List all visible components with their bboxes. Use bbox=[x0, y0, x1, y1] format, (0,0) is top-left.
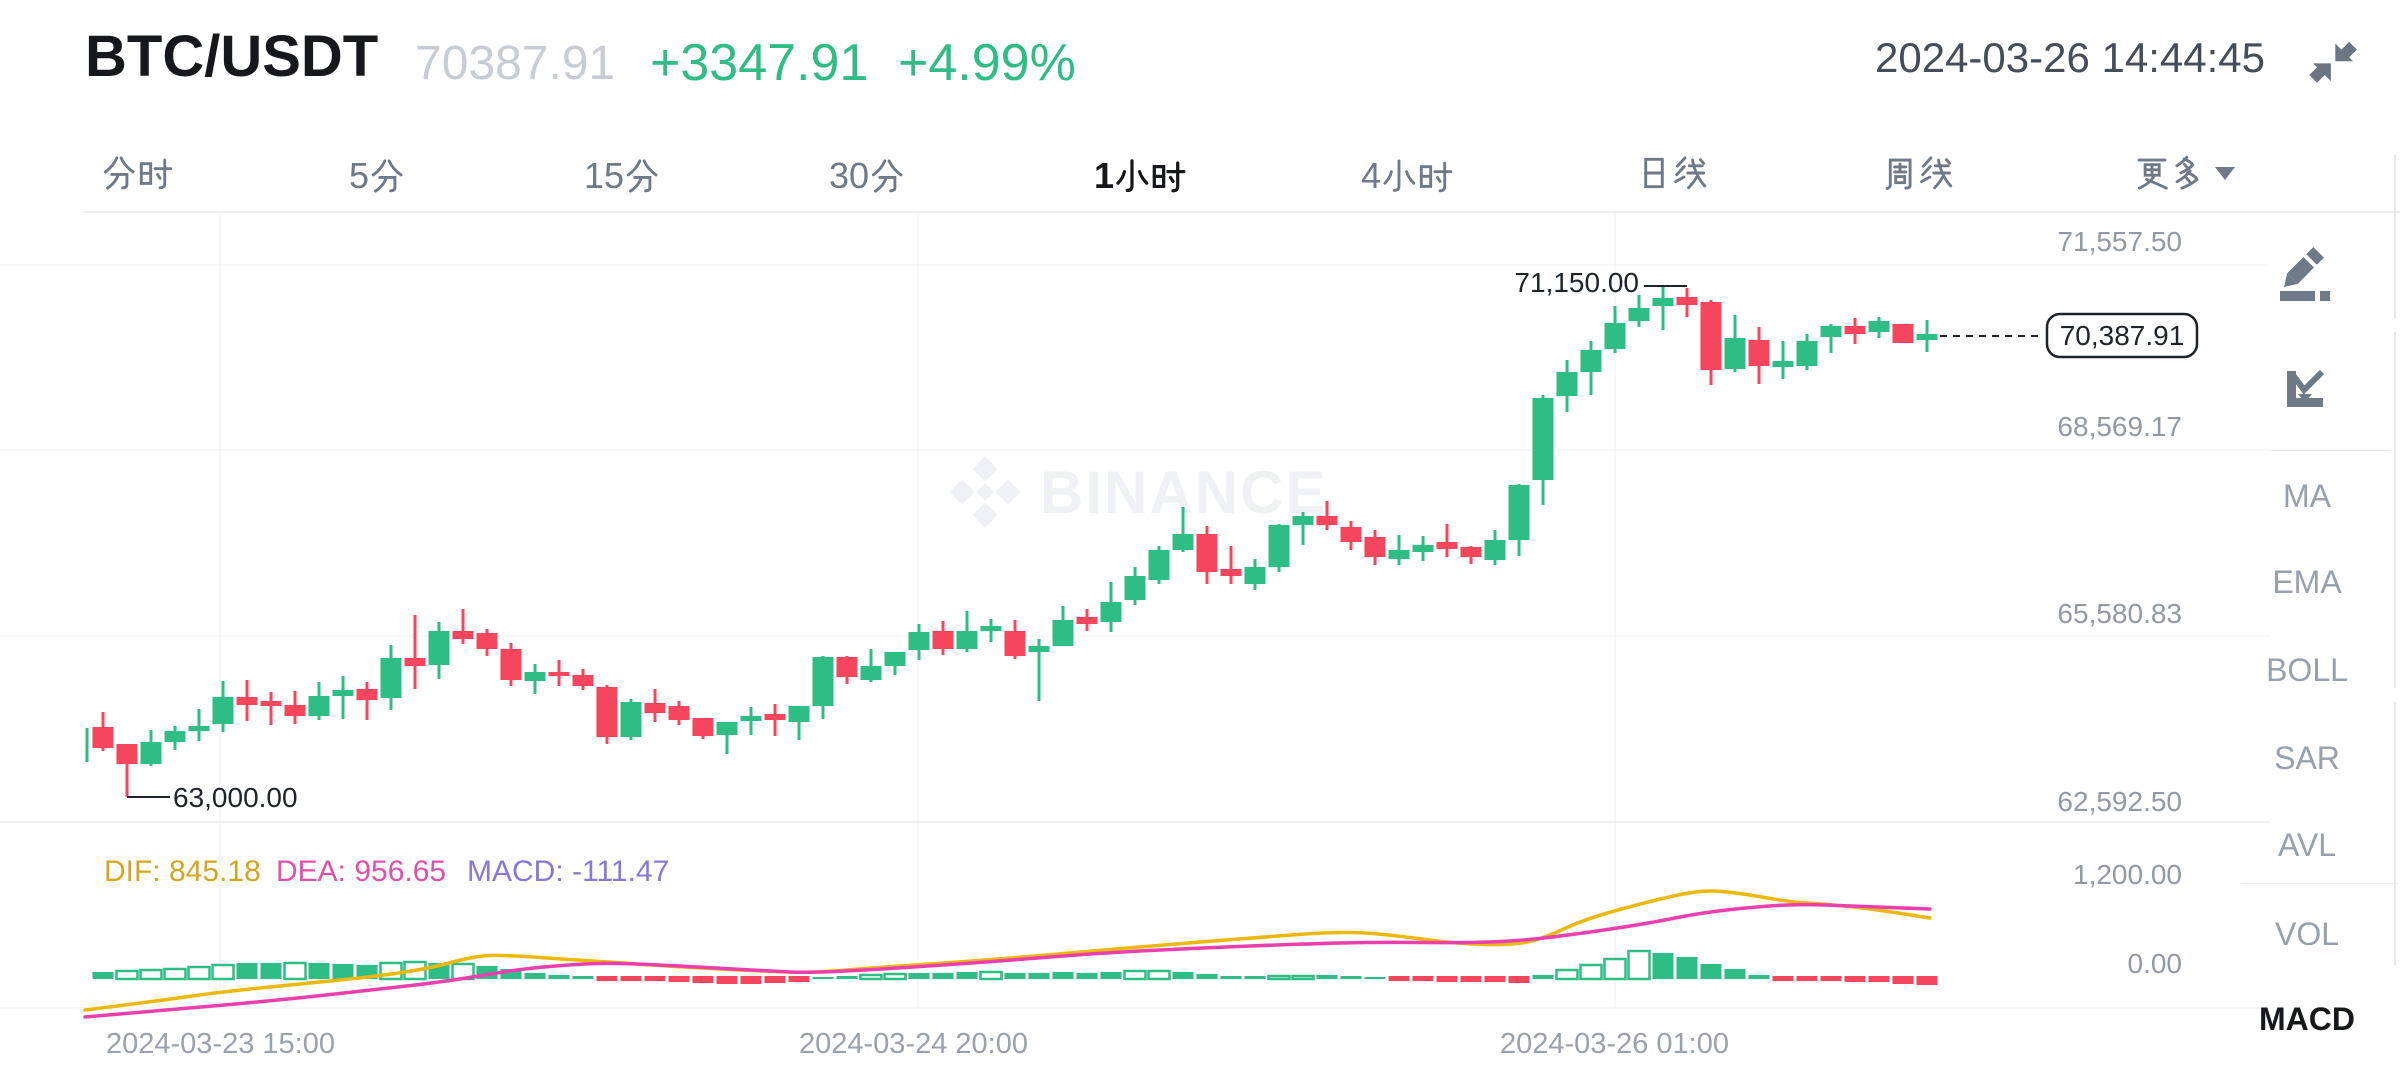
svg-text:0.00: 0.00 bbox=[2128, 948, 2183, 979]
svg-text:71,150.00: 71,150.00 bbox=[1514, 267, 1639, 298]
svg-text:63,000.00: 63,000.00 bbox=[173, 782, 298, 813]
svg-text:1,200.00: 1,200.00 bbox=[2073, 859, 2182, 890]
svg-text:DEA: 956.65: DEA: 956.65 bbox=[276, 855, 446, 888]
svg-text:70,387.91: 70,387.91 bbox=[2060, 320, 2185, 351]
svg-text:62,592.50: 62,592.50 bbox=[2057, 786, 2182, 817]
svg-text:68,569.17: 68,569.17 bbox=[2057, 411, 2182, 442]
svg-text:MACD: -111.47: MACD: -111.47 bbox=[467, 855, 669, 888]
svg-text:DIF: 845.18: DIF: 845.18 bbox=[104, 855, 261, 888]
svg-text:65,580.83: 65,580.83 bbox=[2057, 598, 2182, 629]
svg-text:71,557.50: 71,557.50 bbox=[2057, 226, 2182, 257]
